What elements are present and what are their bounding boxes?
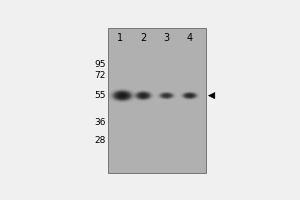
Ellipse shape <box>134 91 153 101</box>
Ellipse shape <box>186 94 194 97</box>
Text: 28: 28 <box>95 136 106 145</box>
Ellipse shape <box>108 88 136 103</box>
Ellipse shape <box>187 94 192 97</box>
Ellipse shape <box>164 94 169 97</box>
Ellipse shape <box>116 92 129 99</box>
Ellipse shape <box>160 93 173 99</box>
Ellipse shape <box>180 91 200 100</box>
Bar <box>108 28 206 173</box>
Text: 95: 95 <box>94 60 106 69</box>
Ellipse shape <box>117 93 128 98</box>
Text: 1: 1 <box>117 33 123 43</box>
Ellipse shape <box>135 91 151 100</box>
Ellipse shape <box>158 92 175 100</box>
Ellipse shape <box>136 92 150 99</box>
Text: 4: 4 <box>187 33 193 43</box>
Ellipse shape <box>132 90 154 102</box>
Ellipse shape <box>138 93 149 99</box>
Text: 55: 55 <box>94 91 106 100</box>
Text: 72: 72 <box>95 71 106 80</box>
Ellipse shape <box>139 93 148 98</box>
Text: 36: 36 <box>94 118 106 127</box>
Ellipse shape <box>182 92 197 99</box>
Ellipse shape <box>185 93 195 98</box>
Text: 3: 3 <box>164 33 169 43</box>
Ellipse shape <box>112 90 132 101</box>
Ellipse shape <box>111 89 134 102</box>
Ellipse shape <box>183 93 196 99</box>
Ellipse shape <box>161 93 172 98</box>
Text: 2: 2 <box>140 33 146 43</box>
Ellipse shape <box>159 92 174 99</box>
Ellipse shape <box>140 94 146 97</box>
Ellipse shape <box>114 91 131 100</box>
Ellipse shape <box>181 92 198 100</box>
Ellipse shape <box>119 94 126 97</box>
Ellipse shape <box>163 94 170 97</box>
Polygon shape <box>208 92 215 99</box>
